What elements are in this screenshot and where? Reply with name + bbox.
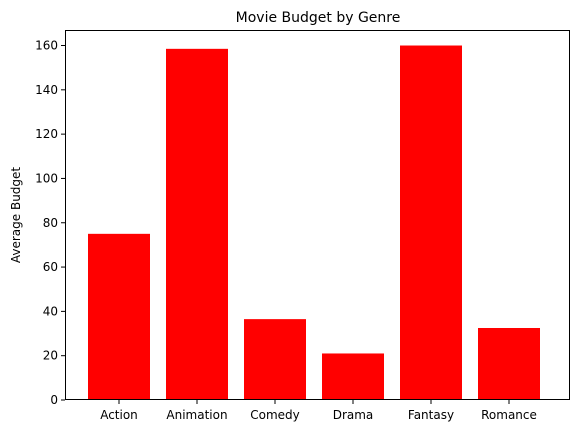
- y-tick-label: 40: [43, 304, 58, 318]
- x-tick-label: Romance: [481, 408, 537, 422]
- y-tick-label: 60: [43, 260, 58, 274]
- y-tick-label: 100: [35, 171, 58, 185]
- bar-animation: [166, 48, 228, 400]
- x-tick-label: Action: [100, 408, 138, 422]
- y-tick-label: 160: [35, 39, 58, 53]
- x-tick-label: Comedy: [250, 408, 300, 422]
- y-tick-label: 140: [35, 83, 58, 97]
- bar-romance: [478, 327, 540, 400]
- bar-fantasy: [400, 45, 462, 401]
- y-axis-label: Average Budget: [9, 167, 23, 264]
- chart-title: Movie Budget by Genre: [236, 10, 401, 26]
- y-tick-label: 0: [50, 393, 58, 407]
- plot-frame: [65, 30, 570, 400]
- bar-drama: [322, 353, 384, 400]
- y-axis-ticks: 0 20 40 60 80 100 120 140 160: [35, 39, 65, 407]
- bar-comedy: [244, 319, 306, 400]
- x-tick-label: Fantasy: [408, 408, 454, 422]
- x-axis-ticks: Action Animation Comedy Drama Fantasy Romance: [100, 400, 537, 422]
- y-tick-label: 20: [43, 349, 58, 363]
- x-tick-label: Animation: [166, 408, 227, 422]
- y-tick-label: 120: [35, 127, 58, 141]
- y-tick-label: 80: [43, 216, 58, 230]
- bars-layer: [88, 45, 540, 401]
- x-tick-label: Drama: [333, 408, 374, 422]
- bar-action: [88, 233, 150, 400]
